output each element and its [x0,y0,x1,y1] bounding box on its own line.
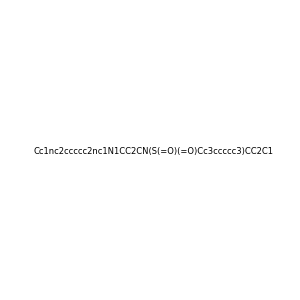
Text: Cc1nc2ccccc2nc1N1CC2CN(S(=O)(=O)Cc3ccccc3)CC2C1: Cc1nc2ccccc2nc1N1CC2CN(S(=O)(=O)Cc3ccccc… [34,147,274,156]
